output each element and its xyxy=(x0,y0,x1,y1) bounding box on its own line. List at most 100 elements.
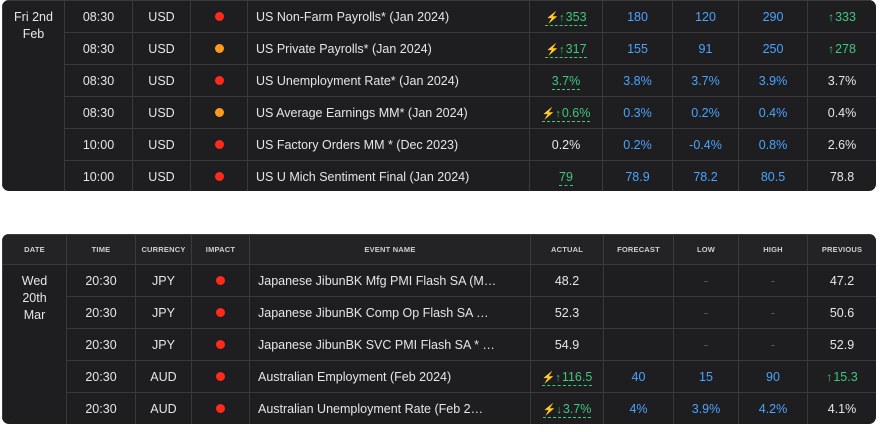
table-row[interactable]: 08:30 USD US Average Earnings MM* (Jan 202… xyxy=(3,96,876,129)
currency-cell: USD xyxy=(132,32,191,65)
table-row[interactable]: 20:30 JPY Japanese JibunBK SVC PMI Flash S… xyxy=(3,328,876,361)
time-cell: 08:30 xyxy=(64,0,133,33)
impact-dot-icon xyxy=(216,339,225,349)
table-row[interactable]: 08:30 USD US Unemployment Rate* (Jan 2024)… xyxy=(3,64,876,97)
actual-cell: ⚡↑353 xyxy=(529,0,603,33)
low-cell: 0.2% xyxy=(672,96,739,129)
actual-value[interactable]: 3.7% xyxy=(551,73,581,90)
event-name-cell[interactable]: US Non-Farm Payrolls* (Jan 2024) xyxy=(247,0,530,33)
high-cell: 90 xyxy=(738,360,808,393)
previous-cell: 4.1% xyxy=(807,392,876,424)
actual-number: 3.7% xyxy=(562,401,592,416)
table-row[interactable]: 20:30 AUD Australian Employment (Feb 2024)… xyxy=(3,360,876,393)
actual-value[interactable]: 79 xyxy=(559,169,573,186)
event-name-cell[interactable]: US U Mich Sentiment Final (Jan 2024) xyxy=(247,160,530,191)
header-currency[interactable]: CURRENCY xyxy=(135,234,192,265)
event-name-cell[interactable]: Japanese JibunBK SVC PMI Flash SA * … xyxy=(249,328,531,361)
time-cell: 10:00 xyxy=(64,160,133,191)
time-cell: 08:30 xyxy=(64,64,133,97)
header-impact[interactable]: IMPACT xyxy=(191,234,250,265)
actual-cell: ⚡↑116.5 xyxy=(530,360,604,393)
table-row[interactable]: Fri 2nd Feb 08:30 USD US Non-Farm Payrolls* … xyxy=(2,0,876,191)
high-cell: 0.8% xyxy=(738,128,808,161)
impact-cell xyxy=(191,392,250,424)
calendar-table-mar: DATE TIME CURRENCY IMPACT EVENT NAME ACT… xyxy=(2,234,876,424)
previous-number: 50.6 xyxy=(829,305,855,320)
actual-value[interactable]: ⚡↑317 xyxy=(545,41,587,58)
impact-cell xyxy=(190,128,248,161)
revision-up-arrow-icon: ↑ xyxy=(826,369,833,384)
event-name-cell[interactable]: Australian Employment (Feb 2024) xyxy=(249,360,531,393)
event-name-cell[interactable]: US Unemployment Rate* (Jan 2024) xyxy=(247,64,530,97)
table-row[interactable]: 20:30 AUD Australian Unemployment Rate (Fe… xyxy=(3,392,876,424)
previous-cell: 47.2 xyxy=(807,264,876,297)
previous-number: 4.1% xyxy=(827,401,857,416)
actual-number: 353 xyxy=(565,9,587,24)
event-name-cell[interactable]: US Private Payrolls* (Jan 2024) xyxy=(247,32,530,65)
actual-value[interactable]: 48.2 xyxy=(555,274,579,288)
low-cell: 3.9% xyxy=(673,392,739,424)
actual-value[interactable]: 54.9 xyxy=(555,338,579,352)
event-name-cell[interactable]: Japanese JibunBK Comp Op Flash SA … xyxy=(249,296,531,329)
actual-value[interactable]: 52.3 xyxy=(555,306,579,320)
impact-dot-icon xyxy=(214,43,224,53)
impact-dot-icon xyxy=(214,139,224,149)
header-high[interactable]: HIGH xyxy=(738,234,808,265)
high-cell: 3.9% xyxy=(738,64,808,97)
table-row[interactable]: 20:30 JPY Japanese JibunBK Comp Op Flash S… xyxy=(3,296,876,329)
header-actual[interactable]: ACTUAL xyxy=(530,234,604,265)
impact-dot-icon xyxy=(214,75,224,85)
previous-cell: 52.9 xyxy=(807,328,876,361)
actual-value[interactable]: ⚡↑0.6% xyxy=(541,105,591,122)
forecast-cell: 4% xyxy=(603,392,674,424)
forecast-cell xyxy=(603,328,674,361)
high-cell: 4.2% xyxy=(738,392,808,424)
actual-value[interactable]: ⚡↓3.7% xyxy=(542,401,592,418)
previous-cell: ↑333 xyxy=(807,0,876,33)
impact-dot-icon xyxy=(216,307,225,317)
low-cell: 78.2 xyxy=(672,160,739,191)
date-label: Fri 2nd xyxy=(14,10,53,24)
impact-cell xyxy=(191,264,250,297)
actual-cell: ⚡↓3.7% xyxy=(530,392,604,424)
table-row[interactable]: Wed 20th Mar 20:30 JPY Japanese JibunBK Mfg P… xyxy=(2,264,876,424)
header-forecast[interactable]: FORECAST xyxy=(603,234,674,265)
event-name-cell[interactable]: US Factory Orders MM * (Dec 2023) xyxy=(247,128,530,161)
previous-number: 333 xyxy=(835,9,856,24)
header-event-name[interactable]: EVENT NAME xyxy=(249,234,531,265)
revision-up-arrow-icon: ↑ xyxy=(828,41,835,56)
header-date[interactable]: DATE xyxy=(2,234,67,265)
impact-cell xyxy=(191,360,250,393)
low-cell: 3.7% xyxy=(672,64,739,97)
previous-value: ↑15.3 xyxy=(826,370,857,384)
previous-number: 0.4% xyxy=(827,105,857,120)
actual-cell: 54.9 xyxy=(530,328,604,361)
table-row[interactable]: 10:00 USD US U Mich Sentiment Final (Jan 2… xyxy=(3,160,876,191)
table-row[interactable]: 08:30 USD US Private Payrolls* (Jan 2024) ⚡… xyxy=(3,32,876,65)
actual-value[interactable]: 0.2% xyxy=(552,138,581,152)
previous-number: 78.8 xyxy=(829,169,855,184)
date-label: Wed xyxy=(21,274,48,288)
previous-cell: 78.8 xyxy=(807,160,876,191)
date-label: Feb xyxy=(22,27,45,41)
table-row[interactable]: 10:00 USD US Factory Orders MM * (Dec 2023… xyxy=(3,128,876,161)
calendar-panel-mar: DATE TIME CURRENCY IMPACT EVENT NAME ACT… xyxy=(2,234,876,424)
actual-value[interactable]: ⚡↑353 xyxy=(545,9,587,26)
time-cell: 20:30 xyxy=(66,264,136,297)
event-name-cell[interactable]: Japanese JibunBK Mfg PMI Flash SA (M… xyxy=(249,264,531,297)
event-name-cell[interactable]: US Average Earnings MM* (Jan 2024) xyxy=(247,96,530,129)
header-time[interactable]: TIME xyxy=(66,234,136,265)
low-cell: 120 xyxy=(672,0,739,33)
impact-dot-icon xyxy=(214,107,224,117)
actual-value[interactable]: ⚡↑116.5 xyxy=(541,369,593,386)
surprise-bolt-icon: ⚡↑ xyxy=(541,371,561,384)
impact-cell xyxy=(190,32,248,65)
forecast-cell: 155 xyxy=(602,32,673,65)
high-cell: 290 xyxy=(738,0,808,33)
high-cell: 0.4% xyxy=(738,96,808,129)
header-previous[interactable]: PREVIOUS xyxy=(807,234,876,265)
event-name-cell[interactable]: Australian Unemployment Rate (Feb 2… xyxy=(249,392,531,424)
calendar-panel-feb: Fri 2nd Feb 08:30 USD US Non-Farm Payrolls* … xyxy=(2,0,876,191)
time-cell: 10:00 xyxy=(64,128,133,161)
header-low[interactable]: LOW xyxy=(673,234,739,265)
